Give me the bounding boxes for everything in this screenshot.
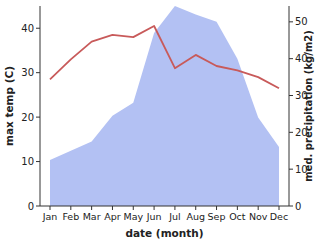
x-tick [50,206,51,210]
chart: 01020304001020304050JanFebMarAprMayJunJu… [0,0,318,243]
y-tick-label: 10 [21,156,34,167]
x-tick-label: Nov [249,211,268,222]
y-tick [36,117,40,118]
x-tick-label: May [123,211,143,222]
y2-tick [289,95,293,96]
temperature-line [50,26,279,88]
plot-marks [50,6,279,206]
y-axis-title: max temp (C) [3,66,15,146]
x-tick-label: Jul [168,211,180,222]
x-tick-label: Mar [83,211,101,222]
y2-tick [289,132,293,133]
x-tick-label: Dec [270,211,288,222]
x-tick [154,206,155,210]
x-axis-title: date (month) [125,227,203,239]
x-tick [70,206,71,210]
y2-axis-line [289,6,290,206]
x-tick [258,206,259,210]
x-tick-label: Feb [62,211,79,222]
x-tick [91,206,92,210]
y2-tick [289,206,293,207]
y2-axis-title: med. precipitation (kg/m2) [303,30,314,182]
x-tick-label: Aug [186,211,205,222]
y2-tick [289,21,293,22]
x-tick [237,206,238,210]
x-tick [174,206,175,210]
y2-tick-label: 0 [295,201,301,212]
y2-tick-label: 50 [295,16,308,27]
x-tick [279,206,280,210]
y-tick [36,206,40,207]
y-tick [36,28,40,29]
x-tick [195,206,196,210]
y-tick-label: 0 [28,201,34,212]
x-tick-label: Jun [146,211,162,222]
y-tick-label: 20 [21,112,34,123]
x-tick [112,206,113,210]
x-tick-label: Apr [104,211,121,222]
y-axis-line [40,6,41,206]
x-tick [216,206,217,210]
y-tick [36,161,40,162]
x-tick-label: Sep [208,211,226,222]
x-tick-label: Oct [229,211,246,222]
x-tick [133,206,134,210]
x-axis-line [40,206,289,207]
y-tick-label: 40 [21,23,34,34]
y-tick-label: 30 [21,67,34,78]
y-tick [36,72,40,73]
x-tick-label: Jan [42,211,58,222]
y2-tick [289,169,293,170]
precipitation-area [50,6,279,206]
y2-tick [289,58,293,59]
